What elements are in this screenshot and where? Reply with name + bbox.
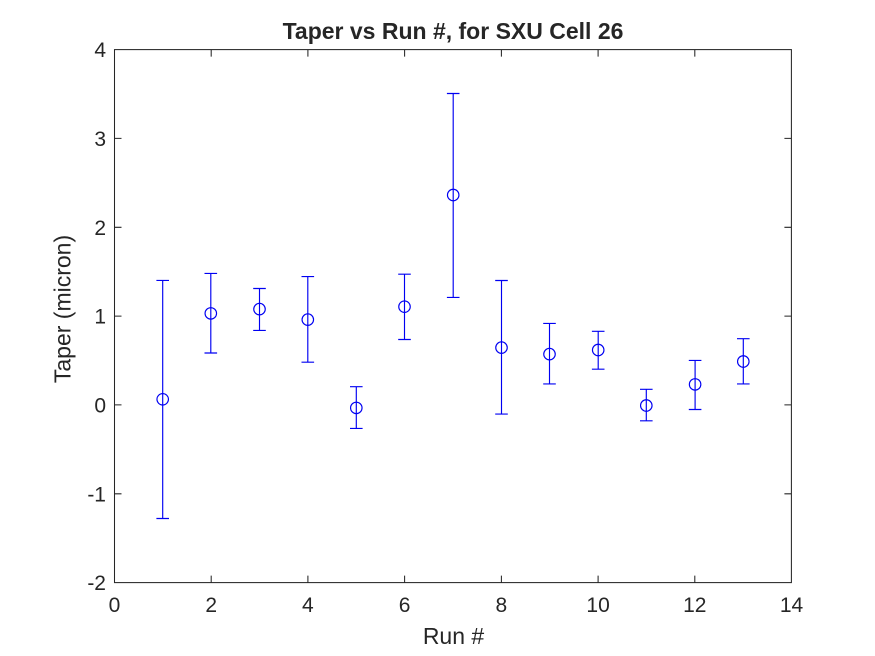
svg-text:8: 8 (496, 594, 508, 617)
svg-text:14: 14 (780, 594, 804, 617)
svg-text:Taper vs Run #, for SXU Cell 2: Taper vs Run #, for SXU Cell 26 (283, 18, 624, 44)
svg-text:0: 0 (94, 395, 106, 418)
svg-text:-2: -2 (87, 572, 106, 595)
svg-text:4: 4 (302, 594, 314, 617)
svg-text:6: 6 (399, 594, 411, 617)
svg-text:12: 12 (683, 594, 706, 617)
svg-text:-1: -1 (87, 483, 106, 506)
svg-text:4: 4 (94, 39, 106, 62)
svg-text:2: 2 (205, 594, 217, 617)
svg-text:1: 1 (94, 306, 106, 329)
svg-text:10: 10 (586, 594, 609, 617)
svg-text:Run #: Run # (423, 623, 485, 649)
svg-text:2: 2 (94, 217, 106, 240)
svg-text:0: 0 (109, 594, 121, 617)
svg-text:Taper (micron): Taper (micron) (50, 235, 76, 383)
svg-text:3: 3 (94, 128, 106, 151)
